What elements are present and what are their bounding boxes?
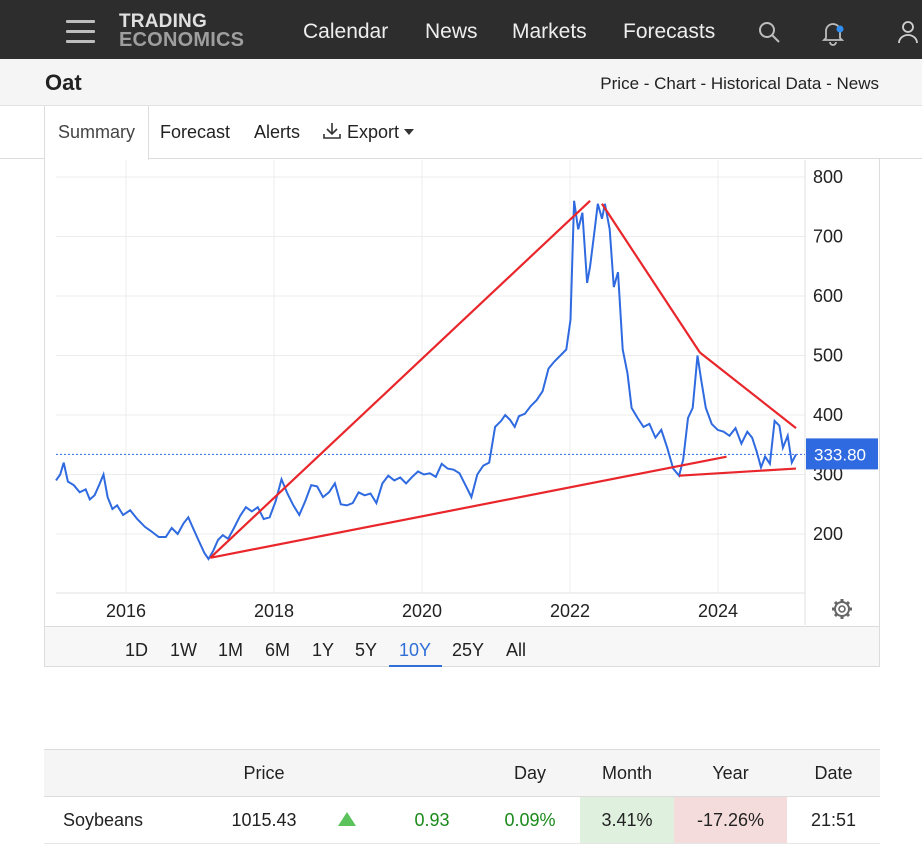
tab-forecast[interactable]: Forecast: [160, 122, 231, 142]
range-1w[interactable]: 1W: [170, 640, 197, 660]
range-1y[interactable]: 1Y: [312, 640, 335, 660]
gear-icon[interactable]: [832, 599, 852, 619]
nav-calendar[interactable]: Calendar: [303, 20, 389, 43]
active-range-indicator: [389, 665, 442, 667]
last-value-label: 333.80: [814, 445, 866, 464]
y-tick-label: 200: [813, 524, 843, 544]
range-all[interactable]: All: [506, 640, 527, 660]
price-line: [55, 200, 797, 561]
y-tick-label: 600: [813, 286, 843, 306]
range-5y[interactable]: 5Y: [355, 640, 378, 660]
logo-line-2: ECONOMICS: [119, 29, 245, 51]
y-tick-label: 300: [813, 465, 843, 485]
nav-news[interactable]: News: [425, 20, 478, 43]
range-25y[interactable]: 25Y: [452, 640, 485, 660]
col-name: [44, 749, 219, 797]
trendline: [699, 351, 797, 429]
col-month: Month: [580, 749, 674, 797]
export-label: Export: [347, 122, 400, 142]
nav-markets[interactable]: Markets: [512, 20, 587, 43]
y-tick-label: 500: [813, 346, 843, 366]
download-icon: [323, 123, 341, 139]
x-axis: 2016 2018 2020 2022 2024: [106, 601, 738, 621]
trendline: [209, 199, 591, 559]
y-tick-label: 400: [813, 405, 843, 425]
trendline: [601, 203, 701, 354]
caret-down-icon: [404, 129, 415, 135]
search-icon[interactable]: [757, 20, 781, 49]
x-tick-label: 2024: [698, 601, 738, 621]
last-value-bg: [806, 438, 878, 470]
tab-bar: Summary Forecast Alerts Export: [0, 106, 922, 160]
row-date: 21:51: [787, 796, 880, 844]
link-chart[interactable]: Chart: [654, 74, 696, 93]
quotes-table: Price Day Month Year Date Soybeans 1015.…: [44, 749, 880, 844]
page-header: Oat Price - Chart - Historical Data - Ne…: [0, 59, 922, 106]
y-tick-label: 700: [813, 227, 843, 247]
user-icon[interactable]: [897, 20, 919, 49]
x-tick-label: 2020: [402, 601, 442, 621]
col-date: Date: [787, 749, 880, 797]
up-arrow-icon: [309, 796, 384, 844]
range-1d[interactable]: 1D: [125, 640, 149, 660]
row-name[interactable]: Soybeans: [44, 796, 219, 844]
x-tick-label: 2022: [550, 601, 590, 621]
separator: -: [821, 74, 837, 93]
link-historical-data[interactable]: Historical Data: [710, 74, 822, 93]
trendline: [679, 467, 797, 477]
x-tick-label: 2018: [254, 601, 294, 621]
link-price[interactable]: Price: [600, 74, 640, 93]
last-value-badge: 333.80: [806, 438, 878, 470]
y-axis: 200 300 400 500 600 700 800: [813, 167, 843, 544]
chart-grid: [56, 160, 806, 625]
bell-icon[interactable]: [820, 20, 846, 51]
top-navbar: TRADING ECONOMICS Calendar News Markets …: [0, 0, 922, 59]
col-change: [384, 749, 480, 797]
header-links: Price - Chart - Historical Data - News: [600, 74, 879, 94]
col-day: Day: [480, 749, 580, 797]
col-arrow: [309, 749, 384, 797]
range-1m[interactable]: 1M: [218, 640, 244, 660]
logo-line-1: TRADING: [119, 11, 207, 32]
table-header-row: Price Day Month Year Date: [44, 749, 880, 797]
x-tick-label: 2016: [106, 601, 146, 621]
range-selector: 1D 1W 1M 6M 1Y 5Y 10Y 25Y All: [44, 626, 880, 667]
tab-alerts[interactable]: Alerts: [254, 122, 301, 142]
page-title: Oat: [45, 70, 82, 95]
col-year: Year: [674, 749, 787, 797]
nav-forecasts[interactable]: Forecasts: [623, 20, 716, 43]
y-tick-label: 800: [813, 167, 843, 187]
logo[interactable]: TRADING ECONOMICS: [119, 11, 245, 51]
separator: -: [695, 74, 711, 93]
link-news[interactable]: News: [836, 74, 879, 93]
row-price: 1015.43: [219, 796, 309, 844]
range-10y[interactable]: 10Y: [399, 640, 432, 660]
col-price: Price: [219, 749, 309, 797]
tab-summary[interactable]: Summary: [44, 106, 150, 160]
separator: -: [639, 74, 655, 93]
trendline: [210, 455, 727, 559]
tab-export[interactable]: Export: [322, 106, 415, 159]
row-day: 0.09%: [480, 796, 580, 844]
trendlines: [209, 199, 797, 559]
row-year: -17.26%: [674, 796, 787, 844]
row-month: 3.41%: [580, 796, 674, 844]
table-row[interactable]: Soybeans 1015.43 0.93 0.09% 3.41% -17.26…: [44, 796, 880, 844]
row-change: 0.93: [384, 796, 480, 844]
range-6m[interactable]: 6M: [265, 640, 291, 660]
menu-icon[interactable]: [66, 20, 95, 43]
